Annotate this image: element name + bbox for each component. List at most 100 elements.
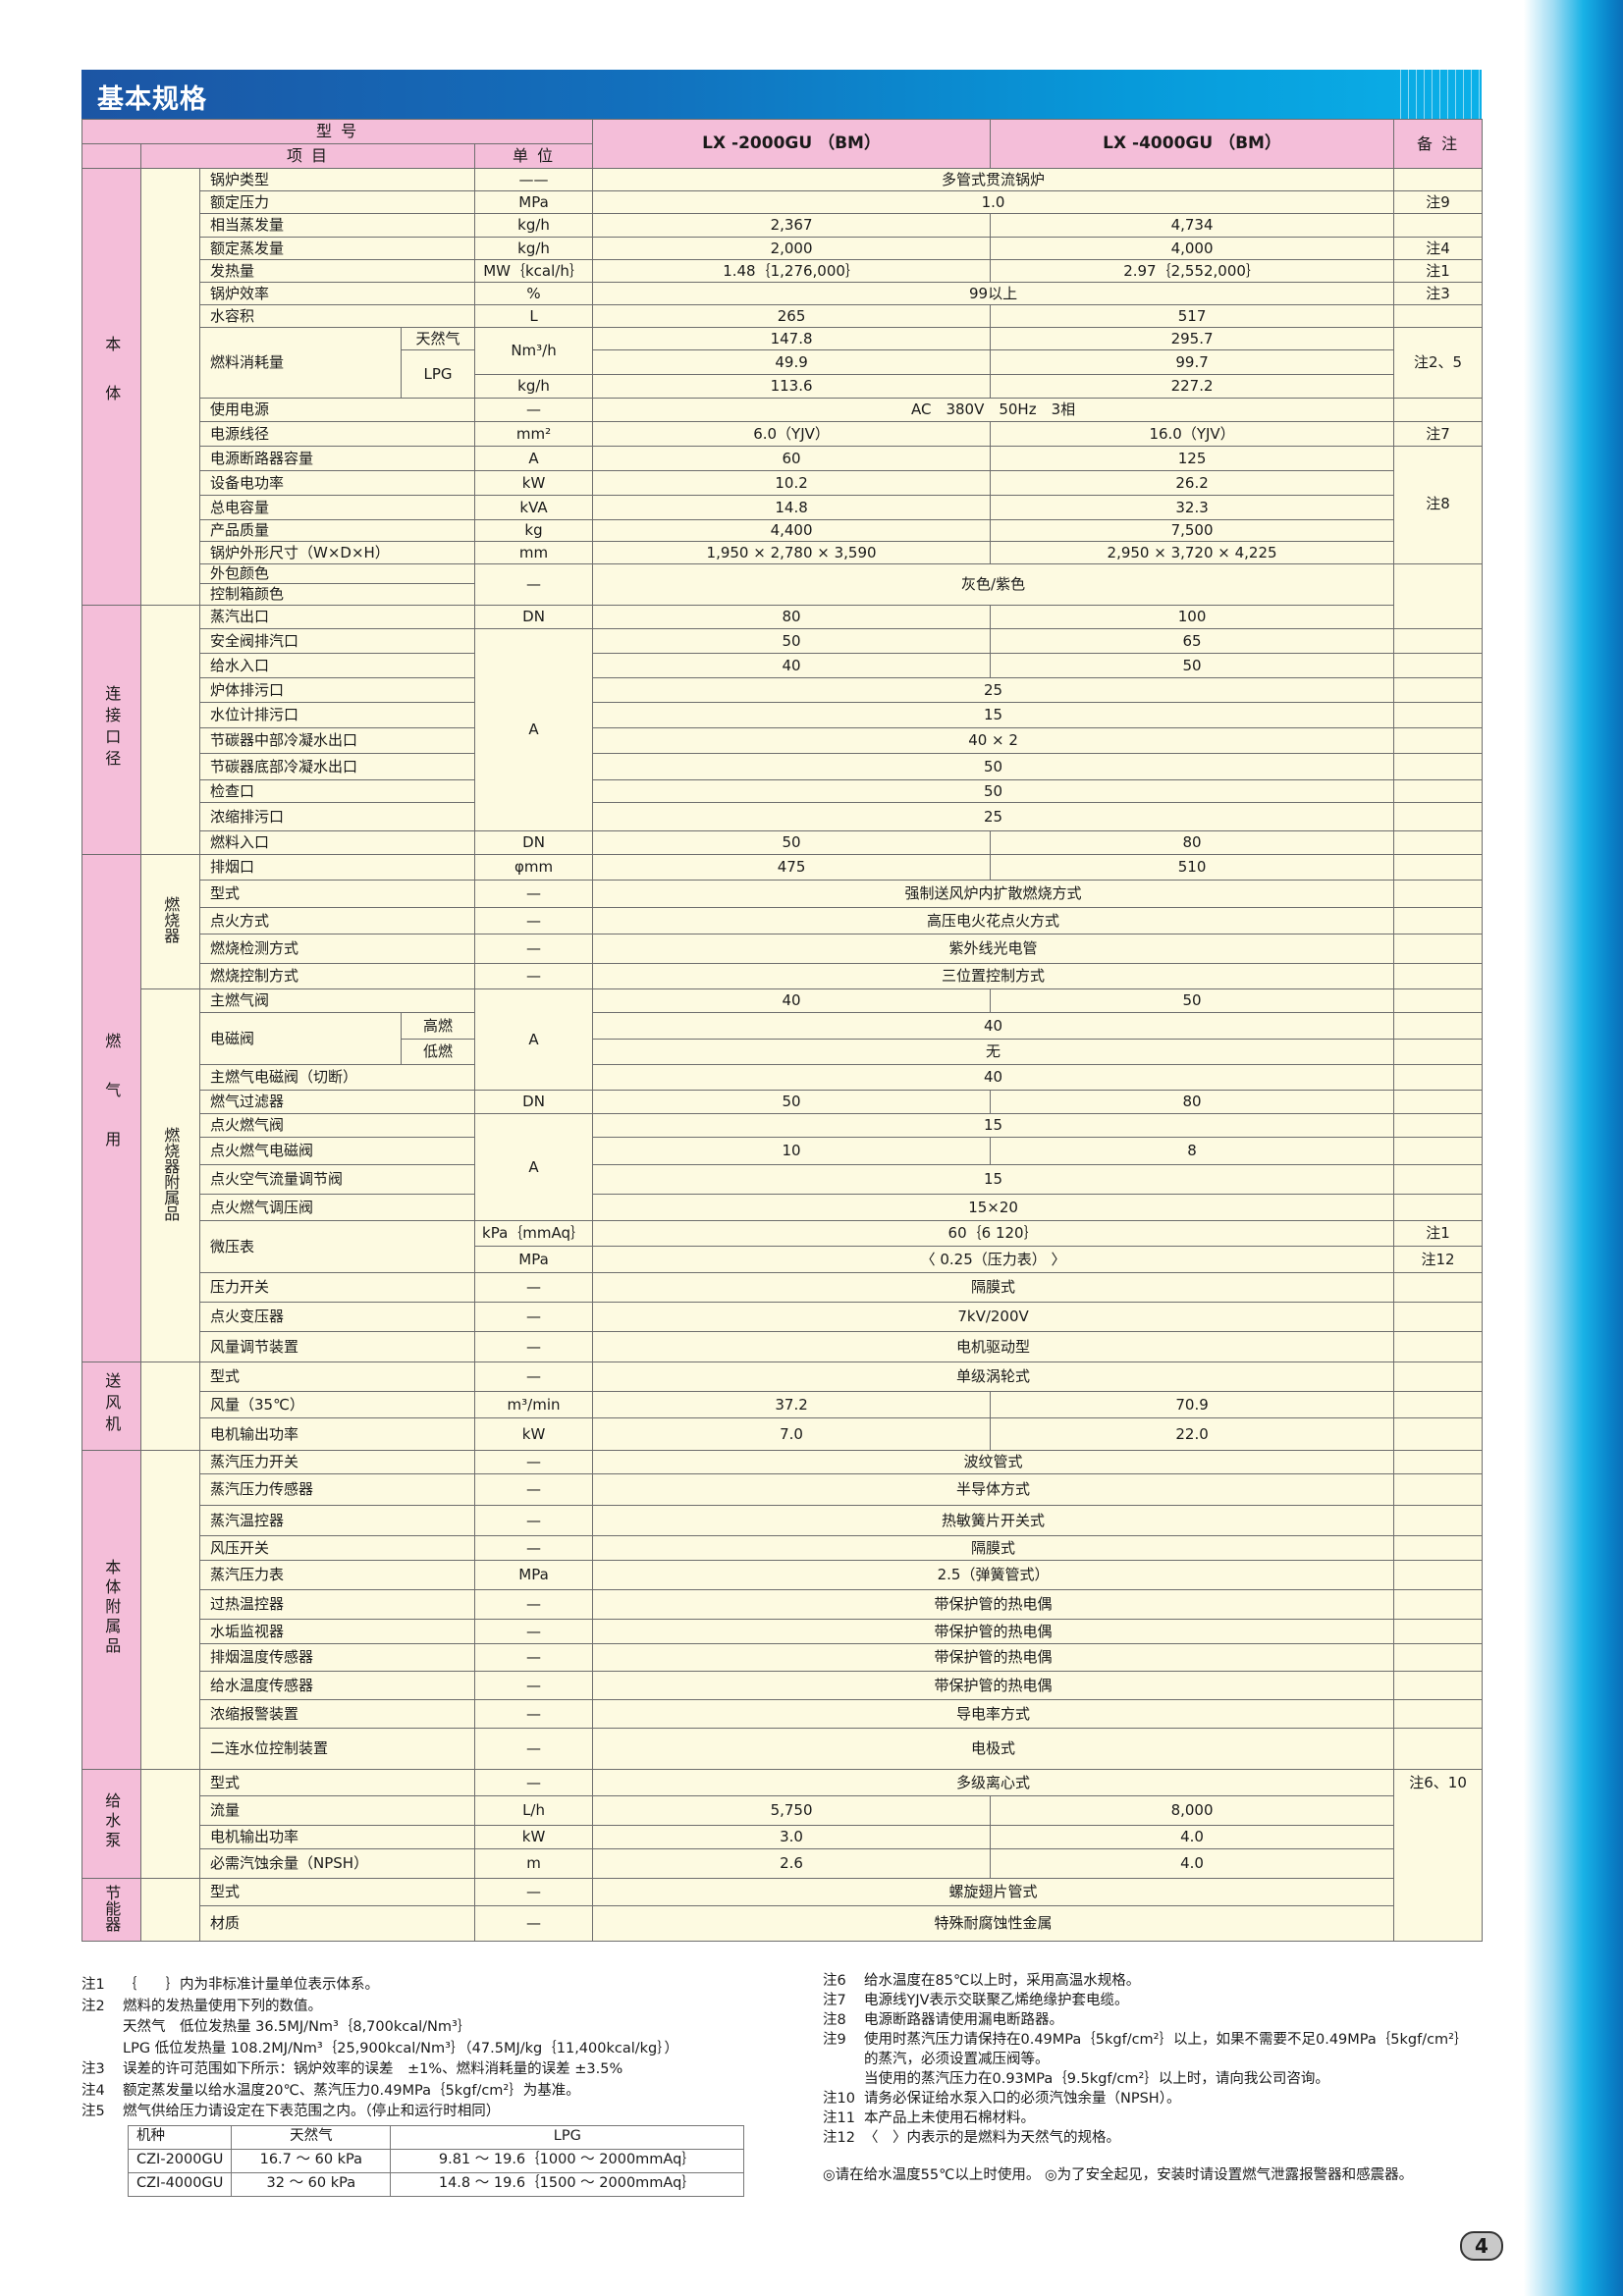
unit-cell: L	[473, 304, 594, 328]
value-4000gu: 295.7	[990, 327, 1395, 350]
item-name: 电源线径	[199, 421, 475, 447]
value-4000gu: 70.9	[990, 1391, 1395, 1418]
group-label: 本体	[81, 168, 141, 606]
remark-cell	[1393, 1450, 1484, 1474]
value-both-models: 灰色/紫色	[592, 563, 1395, 606]
value-both-models: 40	[592, 1012, 1395, 1040]
table-row: 发热量 MW｛kcal/h｝ 1.48｛1,276,000｝ 2.97｛2,552,0…	[82, 259, 1484, 283]
note-line: 给水温度在85℃以上时，采用高温水规格。	[864, 1973, 1141, 1989]
value-both-models: 带保护管的热电偶	[592, 1643, 1395, 1672]
pressure-cell: 14.8 ～ 19.6｛1500 ～ 2000mmAq｝	[390, 2171, 745, 2197]
remark-cell: 注1	[1393, 1220, 1484, 1247]
unit-cell: A	[473, 988, 594, 1091]
remark-cell: 注7	[1393, 421, 1484, 447]
unit-cell: —	[473, 1589, 594, 1620]
note-line: 电源线YJV表示交联聚乙烯绝缘护套电缆。	[864, 1993, 1129, 2008]
item-name: 电机输出功率	[199, 1417, 475, 1451]
remark-cell	[1393, 398, 1484, 422]
remark-cell: 注2、5	[1393, 327, 1484, 399]
note-item: 注5 燃气供给压力请设定在下表范围之内。（停止和运行时相同）	[81, 2102, 744, 2123]
item-name: 主燃气阀	[199, 988, 475, 1013]
value-2000gu: 14.8	[592, 495, 992, 520]
group-label: 连接口径	[81, 605, 141, 855]
unit-cell: —	[473, 1671, 594, 1700]
value-2000gu: 60	[592, 446, 992, 471]
value-2000gu: 1,950 × 2,780 × 3,590	[592, 541, 992, 564]
remark-cell	[1393, 702, 1484, 728]
table-row: 压力开关 — 隔膜式	[82, 1272, 1484, 1303]
value-4000gu: 80	[990, 1090, 1395, 1114]
note-label: 注6	[823, 1973, 846, 1989]
item-name: 点火方式	[199, 907, 475, 934]
note-line: 燃气供给压力请设定在下表范围之内。（停止和运行时相同）	[123, 2104, 501, 2119]
value-4000gu: 99.7	[990, 349, 1395, 375]
item-name: 型式	[199, 1362, 475, 1392]
value-both-models: 40 × 2	[592, 727, 1395, 754]
value-4000gu: 7,500	[990, 519, 1395, 542]
table-row: 连接口径 蒸汽出口 DN 80 100	[81, 605, 1483, 855]
header-blank	[81, 143, 141, 169]
value-both-models: 半导体方式	[592, 1473, 1395, 1506]
table-row: 燃气过滤器 DN 50 80	[82, 1090, 1484, 1114]
remark-cell	[1393, 1560, 1484, 1590]
unit-cell: —	[473, 1699, 594, 1729]
table-row: 安全阀排汽口 A 50 65	[82, 628, 1484, 831]
table-row: 电机输出功率 kW 3.0 4.0	[82, 1825, 1483, 1849]
value-both-models: 50	[592, 753, 1395, 780]
unit-label: 单 位	[473, 143, 594, 169]
decorative-side-strip	[1524, 0, 1623, 2296]
table-row: 微压表 kPa｛mmAq｝ 60｛6 120｝ 注1	[82, 1220, 1484, 1273]
value-2000gu: 1.48｛1,276,000｝	[592, 259, 992, 283]
item-name: 排烟口	[199, 854, 475, 881]
header-row: 型 号 LX -2000GU （BM） LX -4000GU （BM）备 注	[81, 119, 1484, 169]
remark-cell	[1393, 830, 1484, 855]
remark-cell	[1393, 1473, 1484, 1506]
unit-cell: L/h	[473, 1795, 594, 1826]
item-name: 节碳器底部冷凝水出口	[199, 753, 475, 780]
pressure-table-row: CZI-4000GU 32 ～ 60 kPa 14.8 ～ 19.6｛1500 ～ …	[127, 2171, 745, 2197]
table-row: kg/h 113.6 227.2	[82, 374, 1483, 399]
note-label: 注8	[823, 2012, 846, 2028]
pressure-header-cell: 机种	[127, 2124, 233, 2150]
note-line: LPG 低位发热量 108.2MJ/Nm³｛25,900kcal/Nm³｝（47…	[123, 2040, 678, 2056]
item-name: 产品质量	[199, 519, 475, 542]
table-row: 水垢监视器 — 带保护管的热电偶	[82, 1619, 1484, 1644]
value-both-models: AC 380V 50Hz 3相	[592, 398, 1395, 422]
remark-cell	[1393, 1164, 1484, 1195]
unit-cell: kg	[473, 519, 594, 542]
remark-cell: 注6、10	[1393, 1769, 1484, 1942]
table-row: 给水温度传感器 — 带保护管的热电偶	[82, 1671, 1484, 1700]
remark-cell: 注3	[1393, 282, 1484, 305]
note-line: 天然气 低位发热量 36.5MJ/Nm³｛8,700kcal/Nm³｝	[123, 2019, 472, 2035]
unit-cell: kg/h	[473, 374, 594, 399]
subgroup-label: 燃烧器	[140, 854, 200, 989]
unit-cell: —	[473, 907, 594, 934]
item-name: 锅炉外形尺寸（W×D×H）	[199, 541, 475, 564]
item-name: 电磁阀	[199, 1012, 402, 1065]
unit-cell: kVA	[473, 495, 594, 520]
remark-cell: 注8	[1393, 446, 1484, 564]
note-item: 注11 本产品上未使用石棉材料。	[823, 2109, 1469, 2128]
value-4000gu: 100	[990, 605, 1395, 629]
notes-right: 注6 给水温度在85℃以上时，采用高温水规格。 注7 电源线YJV表示交联聚乙烯绝缘护…	[823, 1971, 1469, 2148]
item-name: 点火空气流量调节阀	[199, 1164, 475, 1195]
remark-cell	[1393, 1064, 1484, 1091]
value-both-models: 单级涡轮式	[592, 1362, 1395, 1392]
subgroup-blank	[140, 605, 200, 855]
table-row: LPG 49.9 99.7	[82, 349, 1483, 399]
item-name: 点火燃气调压阀	[199, 1194, 475, 1221]
remark-cell	[1393, 880, 1484, 908]
table-row: 点火方式 — 高压电火花点火方式	[82, 907, 1484, 934]
table-row: 燃气用 燃烧器 排烟口 φmm 475 510	[81, 854, 1484, 1362]
value-2000gu: 50	[592, 1090, 992, 1114]
unit-cell: —	[473, 1331, 594, 1362]
table-row: 燃料消耗量 天然气 Nm³/h 147.8 295.7 注2、5	[82, 327, 1484, 399]
unit-cell: mm²	[473, 421, 594, 447]
item-name: 使用电源	[199, 398, 475, 422]
value-4000gu: 4,000	[990, 237, 1395, 260]
unit-cell: DN	[473, 1090, 594, 1114]
item-name: 风量调节装置	[199, 1331, 475, 1362]
remark-cell	[1393, 653, 1484, 678]
value-2000gu: 40	[592, 653, 992, 678]
table-row: 蒸汽温控器 — 热敏簧片开关式	[82, 1505, 1484, 1536]
